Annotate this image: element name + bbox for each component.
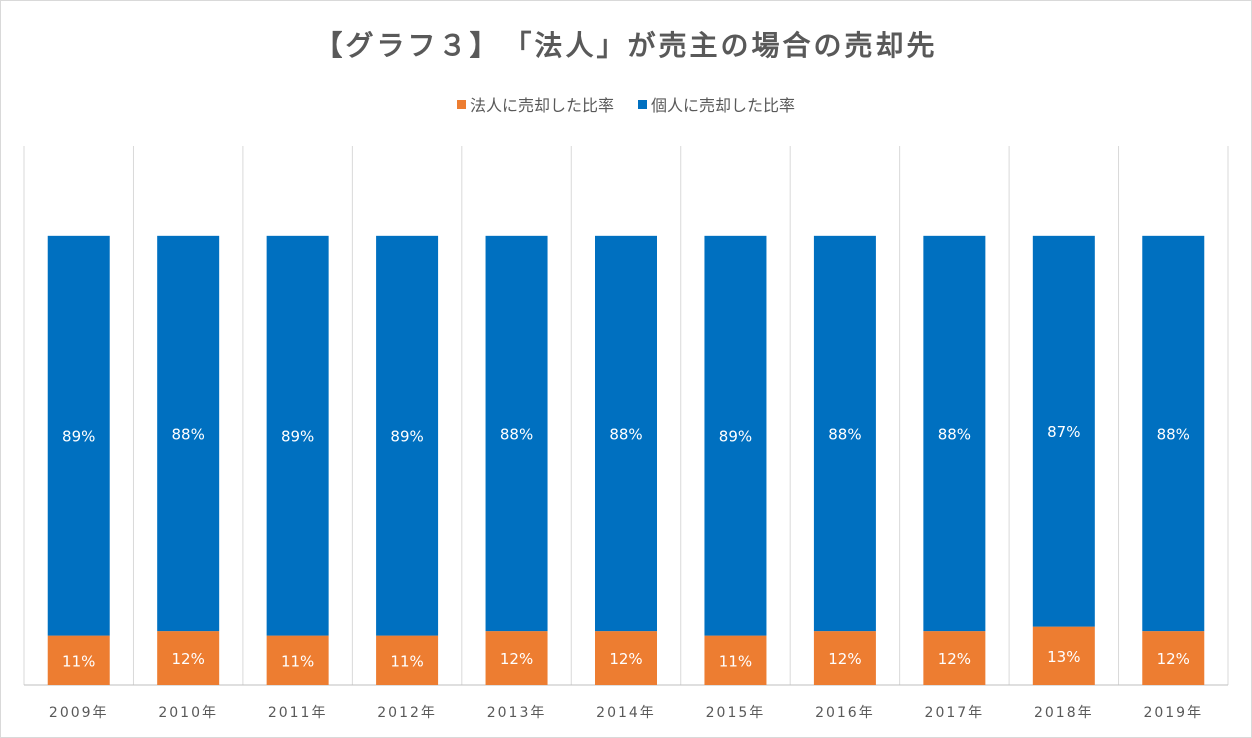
data-label-individual: 88% xyxy=(938,425,971,443)
x-tick-label: 2018年 xyxy=(1034,705,1094,721)
legend-label-individual: 個人に売却した比率 xyxy=(651,96,796,115)
bar-corporate xyxy=(376,635,439,685)
bar-individual xyxy=(595,235,657,632)
data-label-corporate: 11% xyxy=(281,652,314,670)
data-label-individual: 89% xyxy=(62,428,95,446)
x-tick-label: 2016年 xyxy=(815,705,875,721)
bar-individual xyxy=(923,235,986,632)
data-label-individual: 87% xyxy=(1047,423,1080,441)
data-label-corporate: 12% xyxy=(172,650,205,668)
bar-corporate xyxy=(704,635,767,685)
x-tick-label: 2011年 xyxy=(268,705,328,721)
bar-individual xyxy=(1142,235,1205,632)
data-label-individual: 89% xyxy=(281,428,314,446)
chart-title: 【グラフ３】 「法人」が売主の場合の売却先 xyxy=(314,29,938,62)
x-tick-label: 2019年 xyxy=(1143,705,1203,721)
data-label-corporate: 12% xyxy=(938,650,971,668)
data-label-corporate: 12% xyxy=(609,650,642,668)
data-label-corporate: 12% xyxy=(1157,650,1190,668)
x-tick-label: 2015年 xyxy=(706,705,766,721)
data-label-corporate: 12% xyxy=(500,650,533,668)
data-label-corporate: 11% xyxy=(62,652,95,670)
x-tick-label: 2013年 xyxy=(487,705,547,721)
bar-individual xyxy=(704,235,767,636)
bar-corporate xyxy=(595,631,657,685)
data-label-individual: 88% xyxy=(828,425,861,443)
legend-item-individual: 個人に売却した比率 xyxy=(638,92,795,116)
bar-corporate xyxy=(813,631,876,685)
bar-individual xyxy=(1032,235,1095,627)
legend-label-corporate: 法人に売却した比率 xyxy=(469,96,614,115)
x-tick-label: 2014年 xyxy=(596,705,656,721)
data-label-individual: 88% xyxy=(609,425,642,443)
bar-corporate xyxy=(157,631,220,685)
data-label-individual: 88% xyxy=(172,425,205,443)
data-label-corporate: 11% xyxy=(390,652,423,670)
bar-corporate xyxy=(1142,631,1205,685)
bar-corporate xyxy=(923,631,986,685)
data-label-individual: 89% xyxy=(390,428,423,446)
data-label-corporate: 12% xyxy=(828,650,861,668)
data-label-individual: 89% xyxy=(719,428,752,446)
bar-corporate xyxy=(485,631,548,685)
bar-corporate xyxy=(266,635,329,685)
bar-individual xyxy=(47,235,110,636)
data-label-individual: 88% xyxy=(500,425,533,443)
data-label-individual: 88% xyxy=(1157,425,1190,443)
data-label-corporate: 11% xyxy=(719,652,752,670)
legend: 法人に売却した比率 個人に売却した比率 xyxy=(0,92,1252,116)
x-tick-label: 2017年 xyxy=(925,705,985,721)
bar-corporate xyxy=(47,635,110,685)
data-label-corporate: 13% xyxy=(1047,648,1080,666)
bar-individual xyxy=(485,235,548,632)
legend-swatch-individual xyxy=(638,99,647,109)
x-tick-label: 2009年 xyxy=(49,705,109,721)
bar-individual xyxy=(266,235,329,636)
bar-corporate xyxy=(1032,626,1095,685)
legend-swatch-corporate xyxy=(456,99,466,109)
legend-item-corporate: 法人に売却した比率 xyxy=(456,92,614,116)
x-tick-label: 2010年 xyxy=(158,705,218,721)
bar-individual xyxy=(376,235,439,636)
bar-individual xyxy=(157,235,220,632)
x-tick-label: 2012年 xyxy=(377,705,437,721)
bar-individual xyxy=(813,235,876,632)
